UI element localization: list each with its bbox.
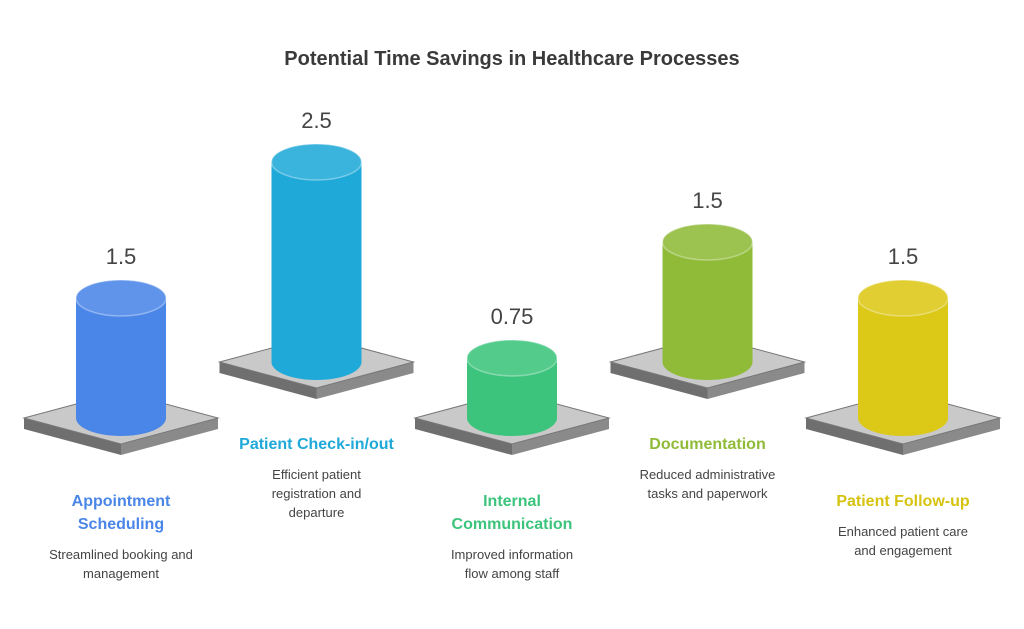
value-label: 2.5: [301, 108, 332, 133]
description: Efficient patient registration and depar…: [271, 467, 362, 520]
description: Streamlined booking and management: [49, 547, 193, 581]
description: Improved information flow among staff: [450, 547, 574, 581]
platform-side: [806, 418, 903, 455]
cylinder-body: [662, 242, 753, 362]
cylinder: [661, 223, 754, 380]
label-group: Internal Communication Improved informati…: [427, 490, 597, 583]
cylinder-body: [858, 298, 948, 418]
platform-side: [219, 362, 317, 399]
cylinder-top-shade: [76, 280, 166, 316]
value-label: 1.5: [888, 244, 919, 269]
category-label: Documentation: [649, 436, 766, 453]
platform-side: [903, 418, 1000, 455]
label-group: Patient Check-in/out Efficient patient re…: [232, 433, 402, 522]
cylinder-top: [75, 279, 167, 317]
category-label: Patient Check-in/out: [239, 436, 394, 453]
value-label: 0.75: [491, 304, 534, 329]
cylinder-top: [270, 143, 363, 181]
cylinder-top-shade: [271, 144, 362, 180]
cylinder: [270, 143, 363, 380]
cylinder: [75, 279, 167, 436]
label-group: Documentation Reduced administrative task…: [623, 433, 793, 503]
value-label: 1.5: [692, 188, 723, 213]
cylinder: [466, 339, 558, 436]
category-label: Patient Follow-up: [836, 493, 970, 510]
category-label: Appointment Scheduling: [71, 493, 171, 533]
cylinder-top: [466, 339, 558, 377]
chart-title: Potential Time Savings in Healthcare Pro…: [284, 48, 740, 70]
label-group: Patient Follow-up Enhanced patient care a…: [818, 490, 988, 560]
platform-side: [121, 418, 218, 455]
cylinder-top: [857, 279, 949, 317]
platform-side: [24, 418, 121, 455]
description: Reduced administrative tasks and paperwo…: [639, 467, 776, 501]
cylinder-body: [76, 298, 166, 418]
category-label: Internal Communication: [451, 493, 573, 533]
cylinder-body: [271, 162, 362, 362]
cylinder-top: [661, 223, 754, 261]
value-label: 1.5: [106, 244, 137, 269]
cylinder-top-shade: [467, 340, 557, 376]
cylinder: [857, 279, 949, 436]
platform-side: [610, 362, 708, 399]
cylinder-top-shade: [662, 224, 753, 260]
platform-side: [707, 362, 805, 399]
platform-side: [316, 362, 414, 399]
platform-side: [512, 418, 609, 455]
platform-side: [415, 418, 512, 455]
description: Enhanced patient care and engagement: [837, 524, 969, 558]
label-group: Appointment Scheduling Streamlined bookin…: [36, 490, 206, 583]
cylinder-top-shade: [858, 280, 948, 316]
